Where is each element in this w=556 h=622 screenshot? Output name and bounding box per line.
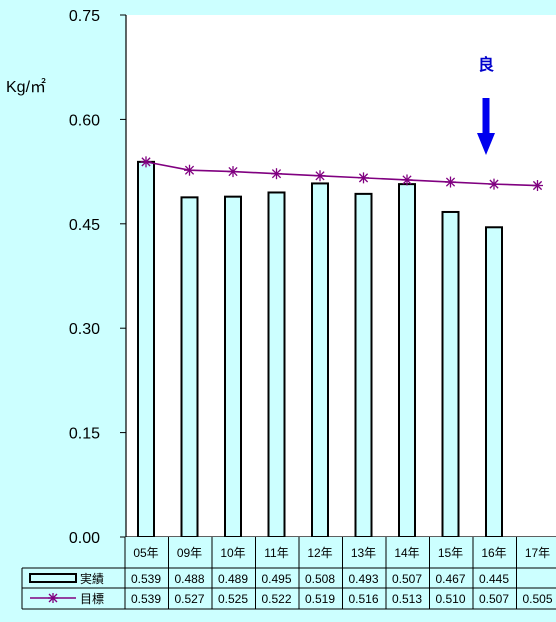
bar-value-label: 0.493 (348, 572, 378, 586)
x-tick-label: 13年 (351, 546, 376, 560)
y-tick-label: 0.00 (69, 530, 100, 547)
target-point (488, 178, 500, 190)
bar (137, 160, 155, 539)
x-tick-label: 09年 (177, 546, 202, 560)
bar (398, 183, 416, 539)
y-axis: 0.00 0.15 0.30 0.45 0.60 0.75 (69, 8, 127, 547)
bar-value-label: 0.467 (435, 572, 465, 586)
line-value-label: 0.519 (305, 592, 335, 606)
line-value-label: 0.507 (479, 592, 509, 606)
x-tick-label: 12年 (307, 546, 332, 560)
target-point (227, 166, 239, 178)
x-tick-label: 14年 (394, 546, 419, 560)
bar-value-label: 0.488 (174, 572, 204, 586)
target-line (145, 161, 538, 187)
bar (441, 210, 460, 539)
target-point (184, 164, 195, 176)
target-point (401, 174, 413, 186)
bar-value-label: 0.507 (392, 572, 422, 586)
bar (354, 192, 373, 538)
bar (311, 182, 329, 538)
line-value-label: 0.522 (261, 592, 291, 606)
y-axis-label: Kg/㎡ (6, 78, 46, 96)
line-value-label: 0.539 (131, 592, 161, 606)
annotation: 良 (477, 55, 495, 155)
target-point (445, 176, 456, 188)
down-arrow-icon (482, 98, 490, 134)
x-tick-label: 15年 (438, 546, 463, 560)
bar (485, 226, 503, 538)
line-value-label: 0.513 (392, 592, 422, 606)
legend-bar-key (29, 573, 77, 583)
bar-value-label: 0.445 (479, 572, 509, 586)
y-tick-label: 0.30 (69, 321, 100, 338)
annotation-text: 良 (478, 55, 494, 74)
line-value-label: 0.510 (435, 592, 465, 606)
bar (180, 196, 199, 539)
legend-bar-label: 実績 (80, 571, 104, 586)
legend-line-label: 目標 (80, 592, 104, 606)
target-point (532, 180, 543, 192)
target-point (140, 156, 152, 168)
bar-value-label: 0.489 (218, 572, 248, 586)
y-tick-label: 0.15 (69, 426, 100, 443)
target-point (358, 172, 369, 184)
line-value-label: 0.516 (348, 592, 378, 606)
down-arrow-head-icon (477, 133, 495, 155)
bar-value-label: 0.539 (131, 572, 161, 586)
x-tick-label: 16年 (481, 546, 506, 560)
line-value-label: 0.505 (522, 592, 552, 606)
x-tick-label: 05年 (133, 546, 158, 560)
y-tick-label: 0.60 (69, 112, 100, 129)
x-tick-label: 17年 (525, 546, 550, 560)
bar (224, 195, 242, 538)
bar-value-label: 0.495 (261, 572, 291, 586)
target-point (314, 170, 326, 182)
plot-area (126, 15, 556, 539)
table-header-bg (125, 537, 556, 566)
legend-line-marker (48, 593, 58, 603)
line-value-label: 0.525 (218, 592, 248, 606)
bar-value-label: 0.508 (305, 572, 335, 586)
bar (267, 191, 286, 538)
x-tick-label: 10年 (220, 546, 245, 560)
x-tick-label: 11年 (264, 546, 288, 560)
line-value-label: 0.527 (174, 592, 204, 606)
y-tick-label: 0.75 (69, 8, 100, 25)
target-point (271, 168, 282, 180)
y-tick-label: 0.45 (69, 217, 100, 234)
